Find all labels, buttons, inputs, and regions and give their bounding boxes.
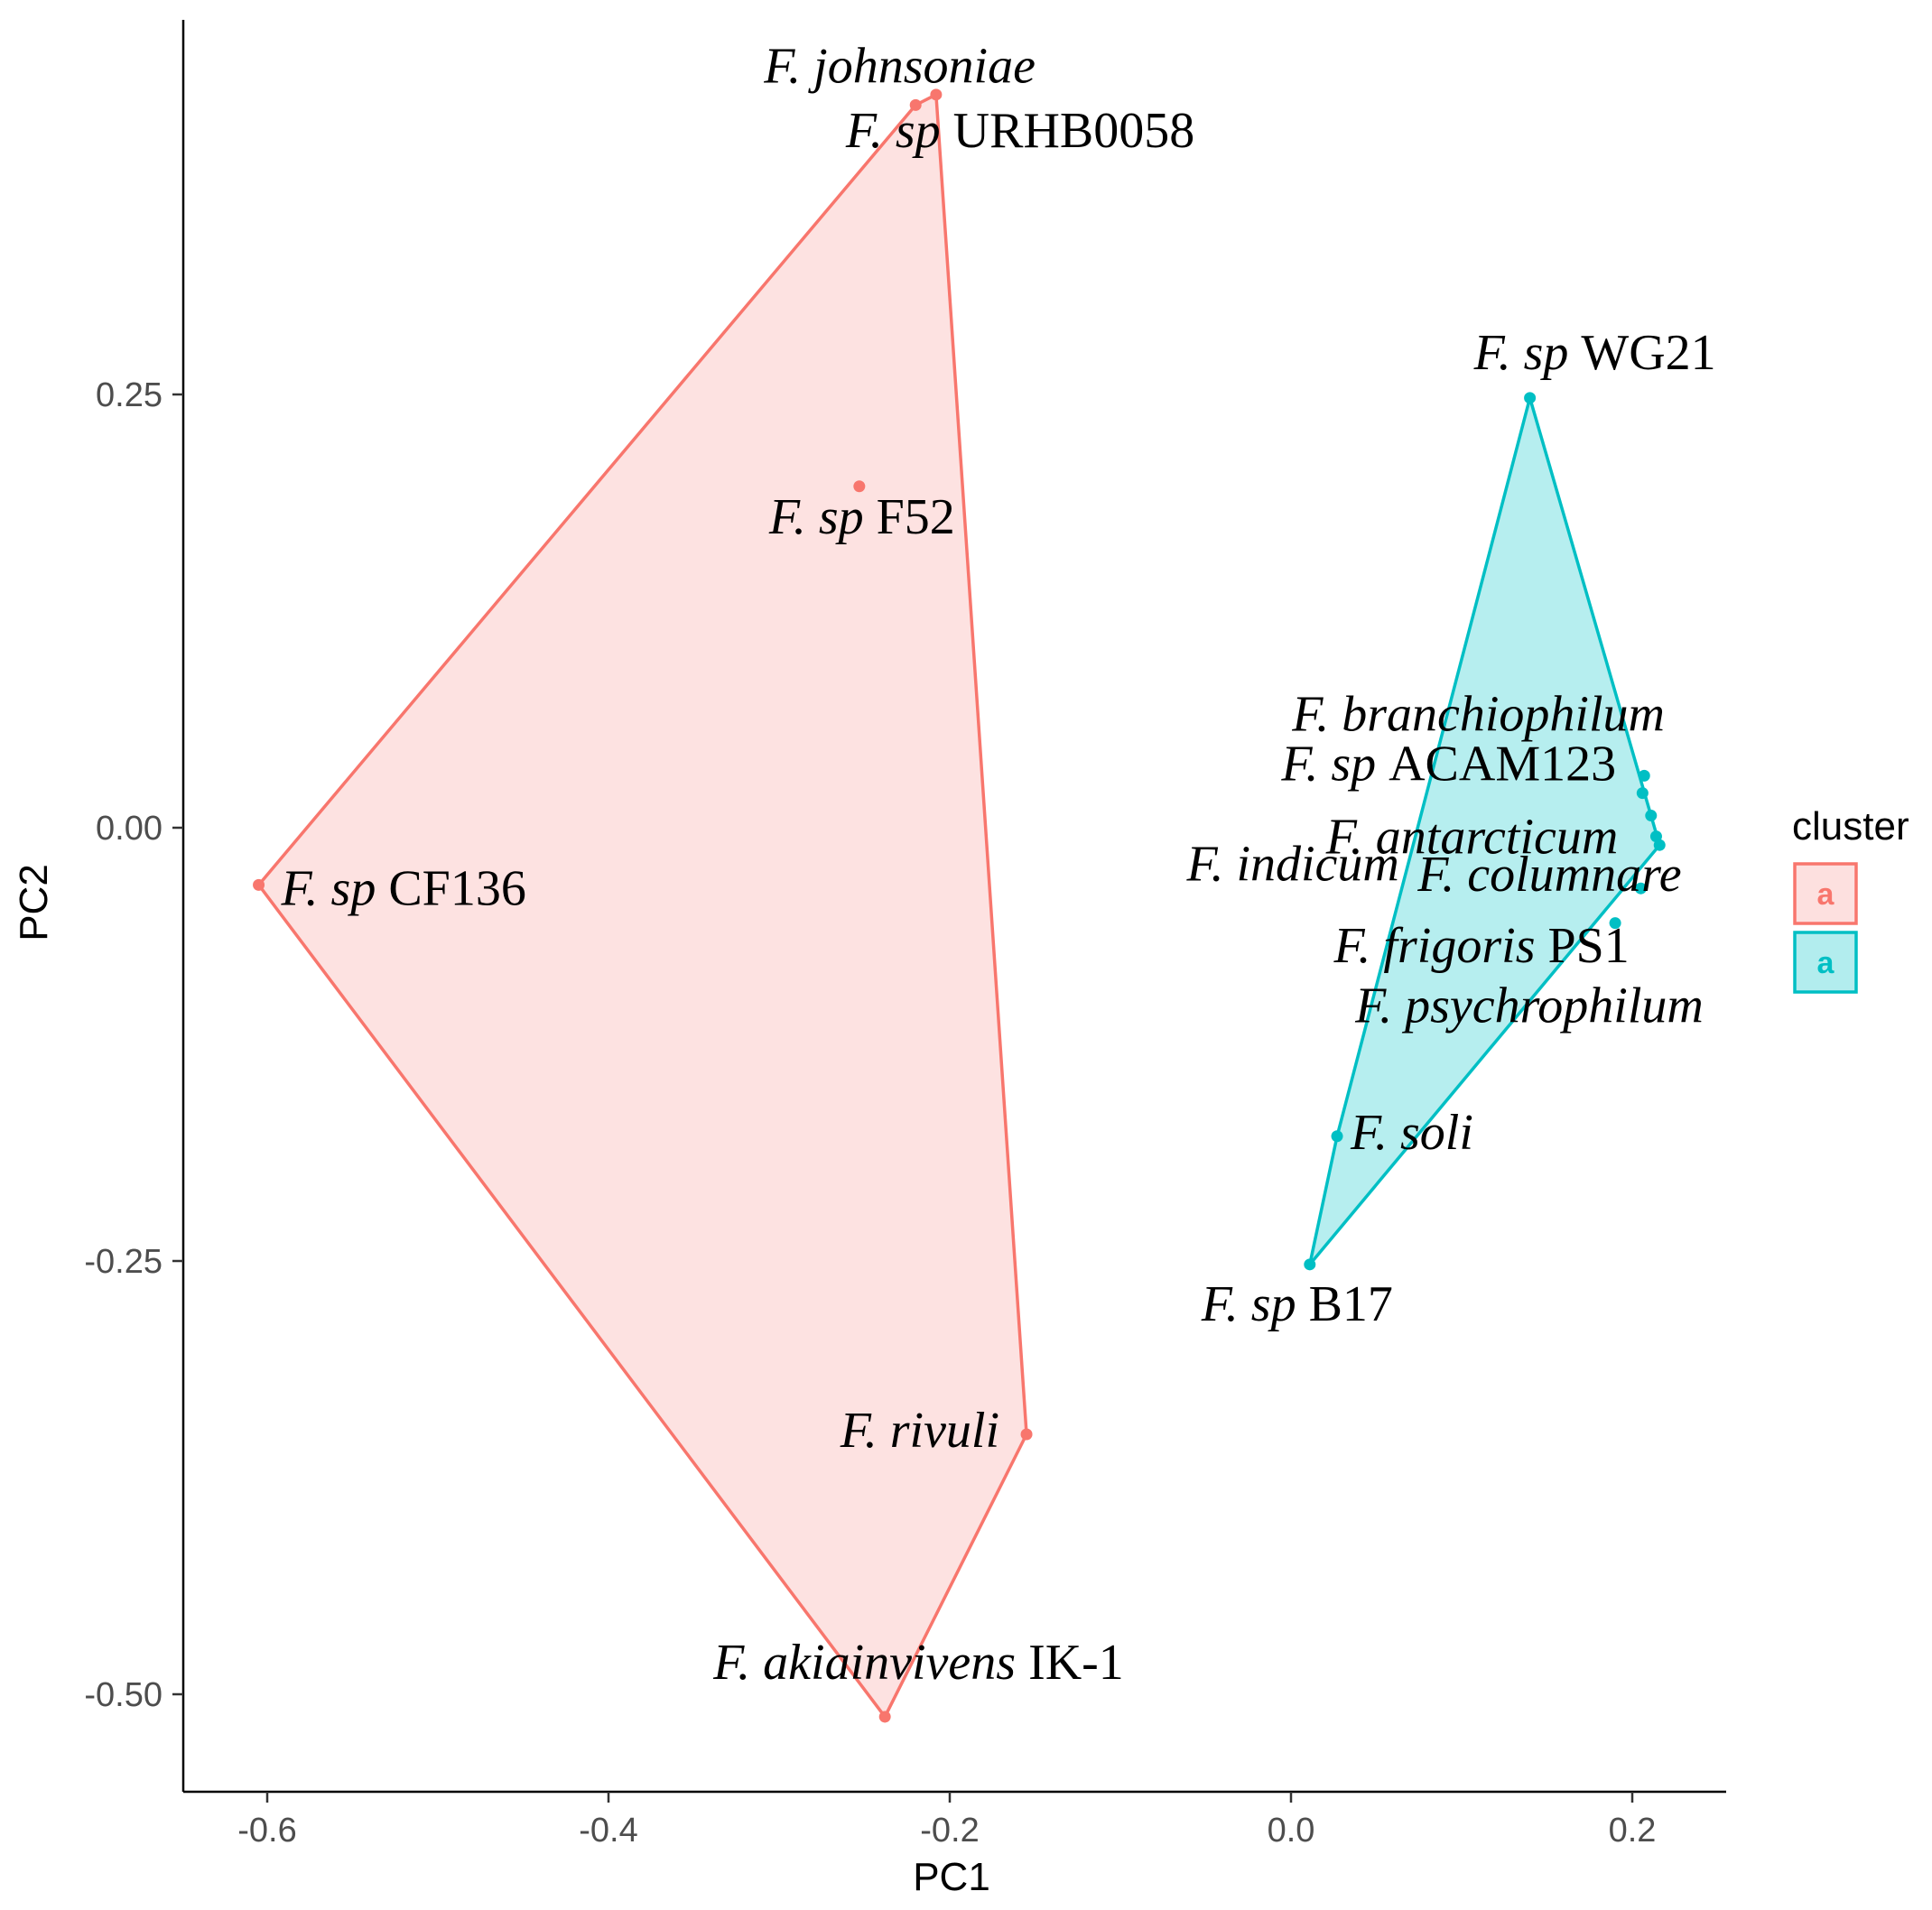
point-label-part: URHB0058 bbox=[953, 103, 1195, 159]
point-label: F. rivuli bbox=[840, 1403, 999, 1459]
x-tick-label: -0.4 bbox=[579, 1812, 637, 1850]
point-label-part: F. soli bbox=[1350, 1105, 1473, 1161]
data-point bbox=[878, 1711, 891, 1723]
legend-key-glyph: a bbox=[1817, 877, 1835, 912]
data-point bbox=[1638, 769, 1650, 782]
x-axis-ticks: -0.6 -0.4 -0.2 0.0 0.2 bbox=[237, 1792, 1656, 1850]
legend-title: cluster bbox=[1792, 804, 1909, 848]
point-label-part: PS1 bbox=[1547, 918, 1629, 974]
data-point bbox=[1331, 1130, 1343, 1143]
point-label-part: F. sp bbox=[1280, 737, 1389, 793]
data-point bbox=[1645, 810, 1658, 822]
legend-key-glyph: a bbox=[1817, 946, 1835, 980]
point-label: F. indicum bbox=[1185, 837, 1398, 893]
point-label: F. sp B17 bbox=[1201, 1276, 1393, 1332]
data-point bbox=[1634, 882, 1647, 895]
data-point bbox=[853, 480, 866, 493]
point-label-part: F. rivuli bbox=[840, 1403, 999, 1459]
point-label-part: F. psychrophilum bbox=[1354, 978, 1704, 1034]
data-point bbox=[1609, 917, 1621, 930]
point-label: F. sp ACAM123 bbox=[1280, 737, 1616, 793]
cluster-hull-1 bbox=[256, 93, 1028, 1719]
data-point bbox=[1653, 839, 1666, 851]
axes: -0.6 -0.4 -0.2 0.0 0.2 0.25 0.00 -0.25 -0.50 PC… bbox=[12, 20, 1726, 1899]
point-label-part: F. sp bbox=[281, 860, 389, 916]
point-label-part: F. johnsoniae bbox=[763, 38, 1036, 94]
point-label-part: F. branchiophilum bbox=[1291, 686, 1665, 742]
legend-key-2 bbox=[1793, 931, 1858, 994]
point-label-part: F. frigoris bbox=[1333, 918, 1547, 974]
point-label: F. branchiophilum bbox=[1291, 686, 1665, 742]
y-tick-label: 0.25 bbox=[96, 376, 163, 414]
point-label-part: F. indicum bbox=[1185, 837, 1398, 893]
point-label-part: IK-1 bbox=[1028, 1635, 1124, 1691]
x-tick-label: 0.2 bbox=[1609, 1812, 1657, 1850]
data-points bbox=[253, 88, 1666, 1723]
point-label: F. sp CF136 bbox=[281, 860, 526, 916]
y-tick-label: -0.50 bbox=[84, 1676, 163, 1714]
data-point bbox=[1020, 1428, 1033, 1441]
x-tick-label: -0.2 bbox=[920, 1812, 979, 1850]
y-axis-ticks: 0.25 0.00 -0.25 -0.50 bbox=[84, 376, 183, 1714]
x-tick-label: 0.0 bbox=[1268, 1812, 1315, 1850]
point-label: F. johnsoniae bbox=[763, 38, 1036, 94]
data-point bbox=[1304, 1258, 1316, 1271]
point-label-part: F. sp bbox=[845, 103, 953, 159]
point-label: F. soli bbox=[1350, 1105, 1473, 1161]
point-label-part: F. akiainvivens bbox=[712, 1635, 1028, 1691]
data-point bbox=[930, 88, 943, 101]
legend: cluster aa bbox=[1792, 804, 1909, 994]
point-label-part: ACAM123 bbox=[1389, 737, 1616, 793]
data-point bbox=[1524, 392, 1537, 404]
x-axis-title: PC1 bbox=[913, 1855, 990, 1899]
y-tick-label: 0.00 bbox=[96, 810, 163, 848]
point-label-part: B17 bbox=[1309, 1276, 1393, 1332]
point-label-part: F. antarcticum bbox=[1325, 810, 1619, 866]
point-label-part: F. columnare bbox=[1416, 847, 1681, 903]
y-axis-title: PC2 bbox=[12, 864, 56, 941]
legend-key-1 bbox=[1793, 862, 1858, 925]
point-label: F. sp URHB0058 bbox=[845, 103, 1194, 159]
cluster-hulls bbox=[256, 93, 1661, 1719]
legend-keys: aa bbox=[1793, 862, 1858, 994]
point-label: F. akiainvivens IK-1 bbox=[712, 1635, 1124, 1691]
point-label-part: CF136 bbox=[388, 860, 526, 916]
point-label: F. sp WG21 bbox=[1473, 325, 1716, 381]
point-label: F. psychrophilum bbox=[1354, 978, 1704, 1034]
point-label: F. frigoris PS1 bbox=[1333, 918, 1629, 974]
point-label: F. columnare bbox=[1416, 847, 1681, 903]
point-label-part: F. sp bbox=[1201, 1276, 1309, 1332]
y-tick-label: -0.25 bbox=[84, 1243, 163, 1281]
point-label-part: F52 bbox=[877, 489, 955, 545]
point-label-part: F. sp bbox=[1473, 325, 1582, 381]
data-point bbox=[253, 878, 265, 891]
data-point bbox=[909, 98, 922, 111]
point-label: F. antarcticum bbox=[1325, 810, 1619, 866]
point-label-part: WG21 bbox=[1581, 325, 1715, 381]
point-label-part: F. sp bbox=[768, 489, 877, 545]
point-label: F. sp F52 bbox=[768, 489, 955, 545]
x-tick-label: -0.6 bbox=[237, 1812, 296, 1850]
data-point bbox=[1636, 787, 1649, 800]
